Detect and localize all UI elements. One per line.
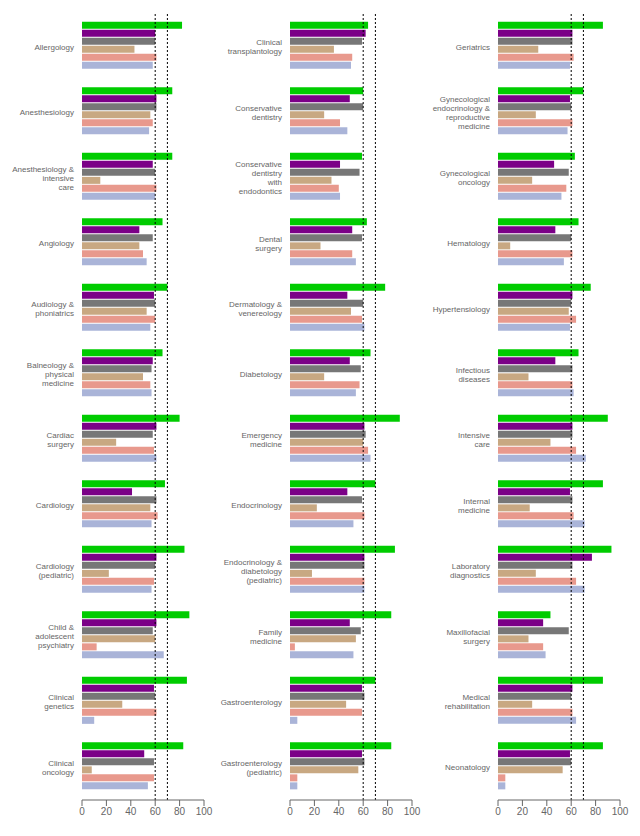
svg-text:Internalmedicine: Internalmedicine bbox=[458, 497, 491, 515]
svg-text:40: 40 bbox=[125, 806, 137, 817]
svg-text:Neonatology: Neonatology bbox=[445, 763, 490, 772]
svg-text:20: 20 bbox=[517, 806, 529, 817]
svg-text:Cardiology: Cardiology bbox=[36, 501, 74, 510]
svg-text:Gynecologicalendocrinology &re: Gynecologicalendocrinology &reproductive… bbox=[433, 95, 491, 131]
svg-text:Medicalrehabilitation: Medicalrehabilitation bbox=[445, 693, 491, 711]
svg-text:Gastroenterology(pediatric): Gastroenterology(pediatric) bbox=[221, 759, 283, 777]
svg-text:Familymedicine: Familymedicine bbox=[250, 628, 283, 646]
svg-text:0: 0 bbox=[79, 806, 85, 817]
svg-text:Dermatology &venereology: Dermatology &venereology bbox=[229, 300, 283, 318]
svg-text:80: 80 bbox=[174, 806, 186, 817]
svg-text:Conservativedentistry: Conservativedentistry bbox=[235, 104, 282, 122]
svg-text:Anesthesiology: Anesthesiology bbox=[20, 108, 74, 117]
svg-text:80: 80 bbox=[590, 806, 602, 817]
svg-text:20: 20 bbox=[101, 806, 113, 817]
svg-text:Allergology: Allergology bbox=[34, 43, 74, 52]
svg-text:Endocrinology: Endocrinology bbox=[231, 501, 282, 510]
svg-text:Cardiacsurgery: Cardiacsurgery bbox=[46, 431, 74, 449]
svg-text:Infectiousdiseases: Infectiousdiseases bbox=[456, 366, 490, 384]
svg-text:Intensivecare: Intensivecare bbox=[458, 431, 491, 449]
svg-text:Clinicalgenetics: Clinicalgenetics bbox=[44, 693, 74, 711]
svg-text:60: 60 bbox=[358, 806, 370, 817]
svg-text:Child &adolescentpsychiatry: Child &adolescentpsychiatry bbox=[35, 623, 74, 650]
svg-text:Gastroenterology: Gastroenterology bbox=[221, 698, 282, 707]
svg-text:40: 40 bbox=[541, 806, 553, 817]
svg-text:Hematology: Hematology bbox=[447, 239, 490, 248]
svg-text:Audiology &phoniatrics: Audiology &phoniatrics bbox=[31, 300, 74, 318]
svg-text:Hypertensiology: Hypertensiology bbox=[433, 305, 490, 314]
svg-text:Diabetology: Diabetology bbox=[240, 370, 282, 379]
svg-text:Maxillofacialsurgery: Maxillofacialsurgery bbox=[446, 628, 490, 646]
svg-text:Conservativedentistrywithendod: Conservativedentistrywithendodontics bbox=[235, 160, 282, 196]
svg-text:Gynecologicaloncology: Gynecologicaloncology bbox=[440, 169, 490, 187]
svg-text:100: 100 bbox=[404, 806, 421, 817]
svg-text:Laboratorydiagnostics: Laboratorydiagnostics bbox=[450, 562, 490, 580]
svg-text:Endocrinology &diabetology(ped: Endocrinology &diabetology(pediatric) bbox=[224, 558, 283, 585]
svg-text:Anesthesiology &intensivecare: Anesthesiology &intensivecare bbox=[12, 165, 74, 192]
svg-text:Emergencymedicine: Emergencymedicine bbox=[242, 431, 283, 449]
svg-text:Dentalsurgery: Dentalsurgery bbox=[255, 235, 282, 253]
svg-text:Clinicaltransplantology: Clinicaltransplantology bbox=[228, 38, 282, 56]
svg-text:Angiology: Angiology bbox=[39, 239, 74, 248]
svg-text:Clinicaloncology: Clinicaloncology bbox=[42, 759, 74, 777]
svg-text:40: 40 bbox=[333, 806, 345, 817]
svg-text:100: 100 bbox=[196, 806, 213, 817]
svg-text:60: 60 bbox=[566, 806, 578, 817]
svg-text:60: 60 bbox=[150, 806, 162, 817]
svg-text:20: 20 bbox=[309, 806, 321, 817]
svg-text:Cardiology(pediatric): Cardiology(pediatric) bbox=[36, 562, 75, 580]
svg-text:0: 0 bbox=[287, 806, 293, 817]
svg-text:0: 0 bbox=[495, 806, 501, 817]
svg-text:Geriatrics: Geriatrics bbox=[456, 43, 490, 52]
svg-text:100: 100 bbox=[612, 806, 629, 817]
svg-text:80: 80 bbox=[382, 806, 394, 817]
svg-text:Balneology &physicalmedicine: Balneology &physicalmedicine bbox=[27, 361, 75, 388]
